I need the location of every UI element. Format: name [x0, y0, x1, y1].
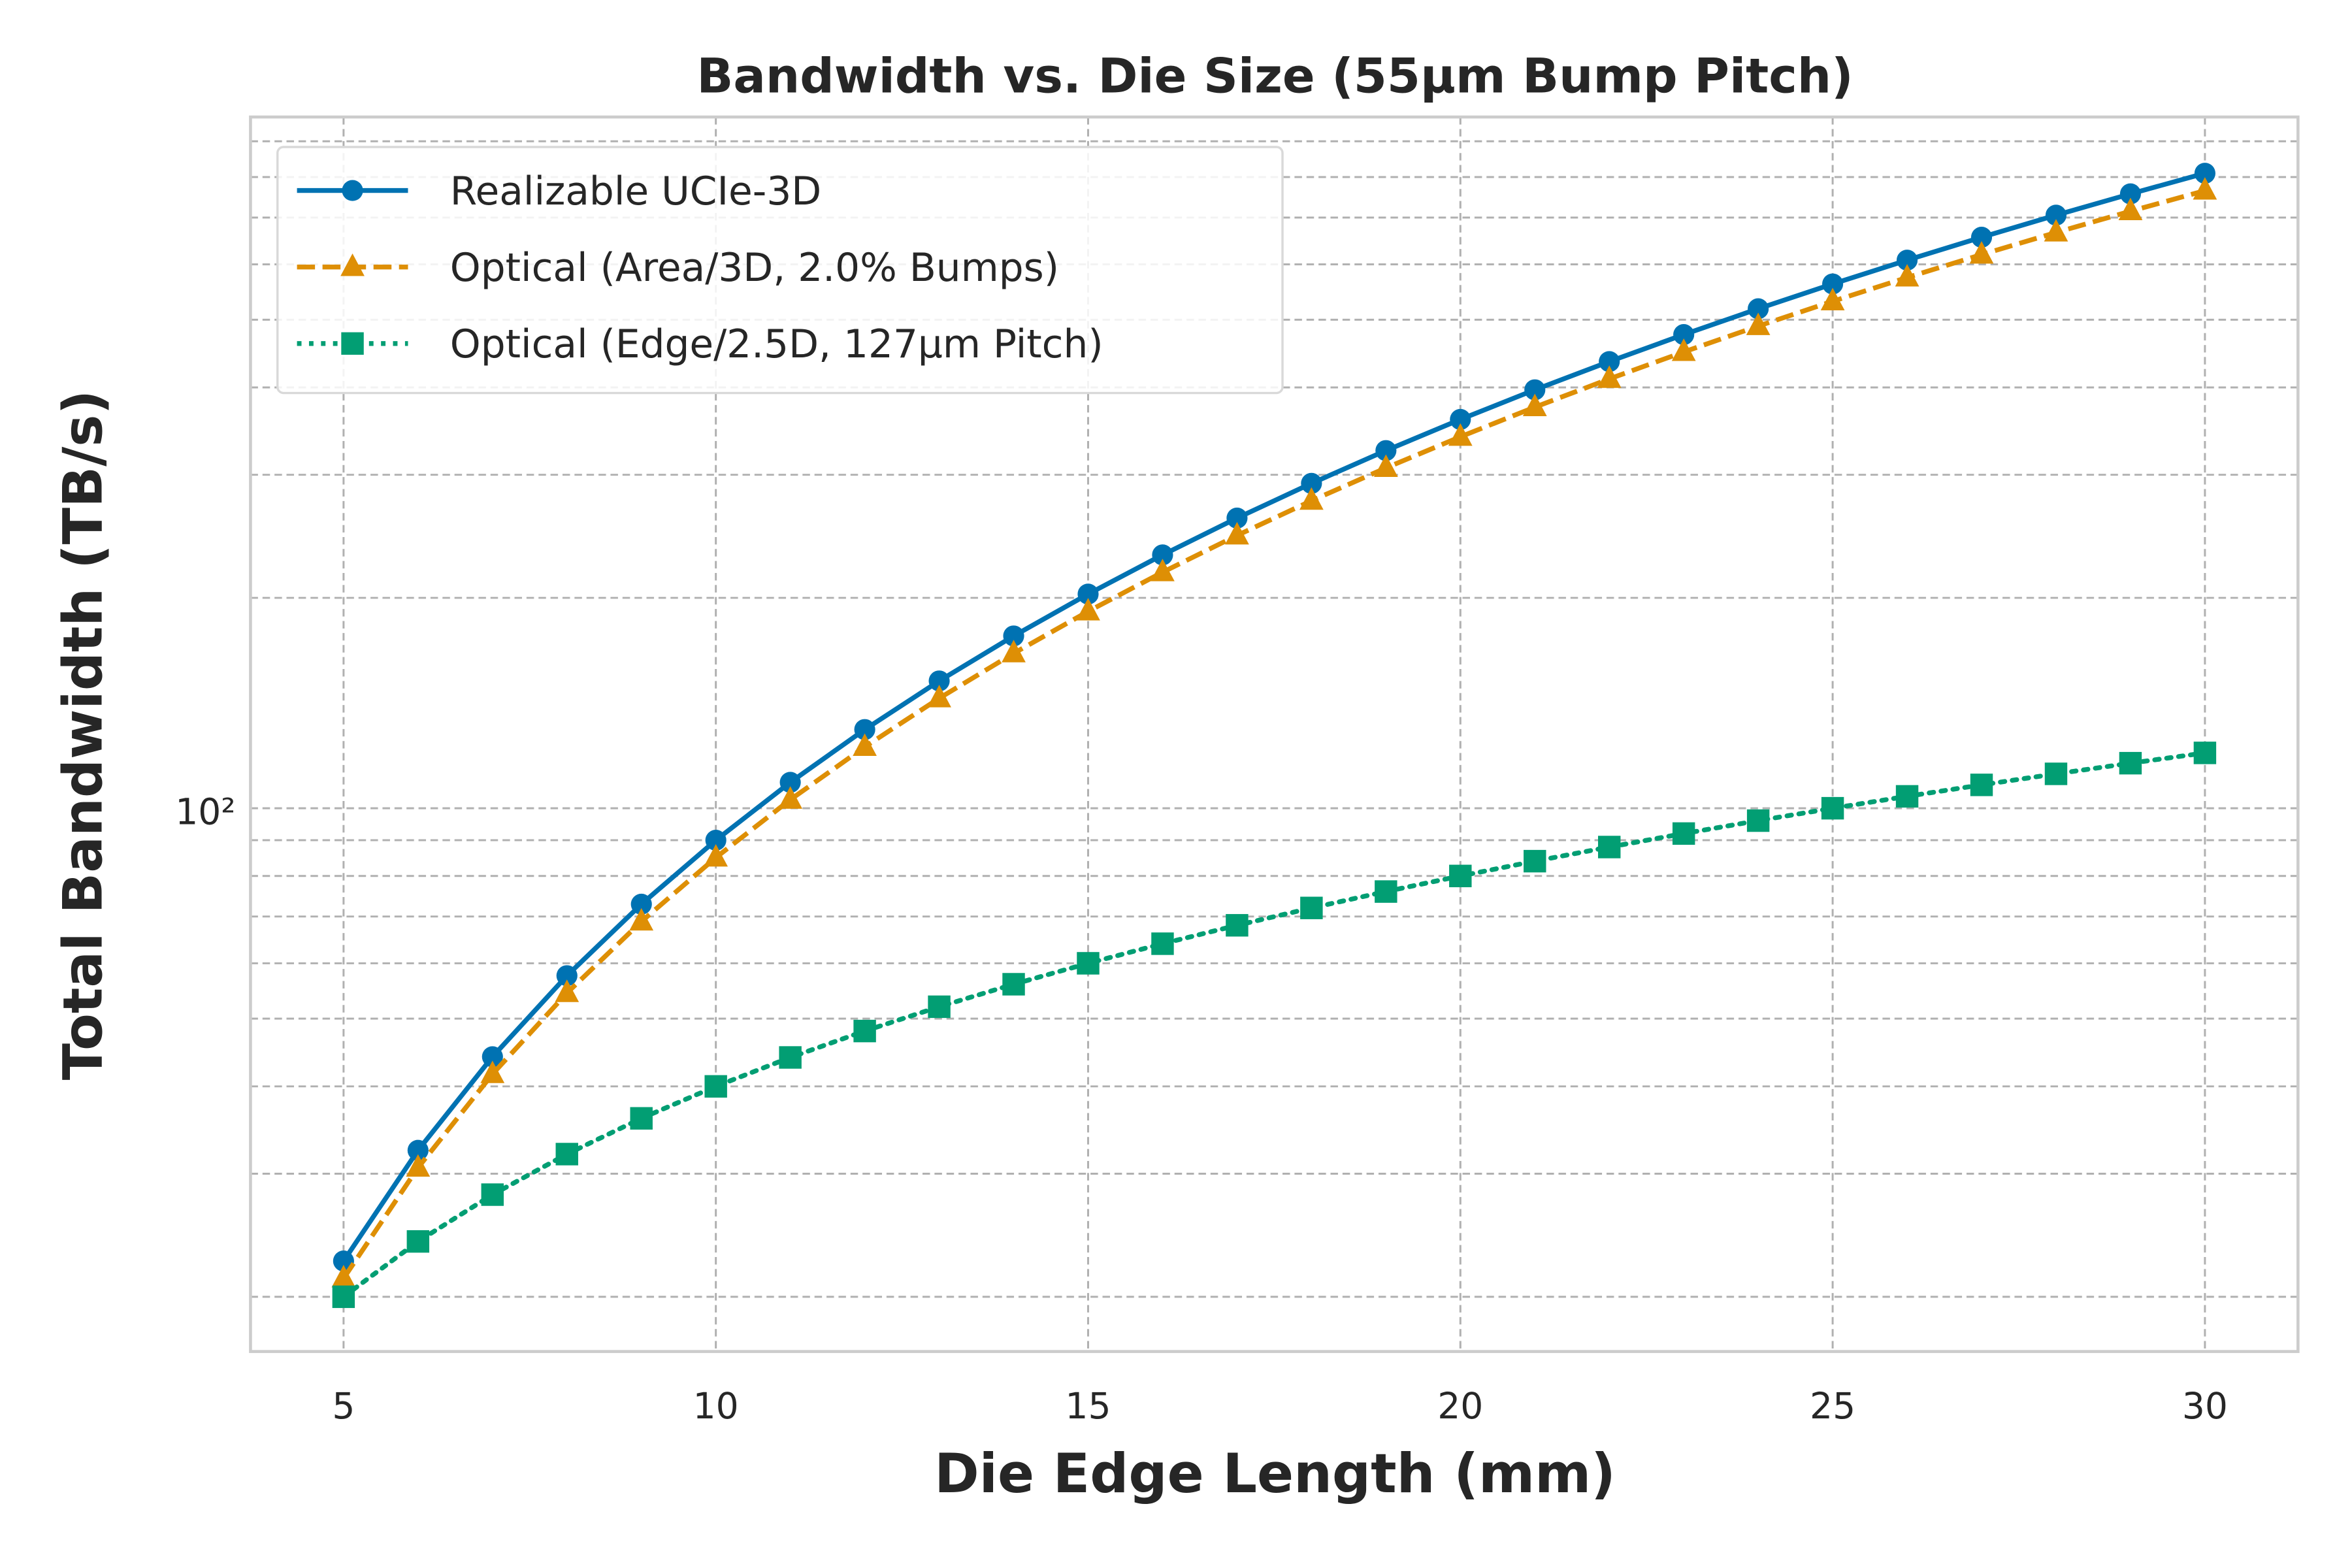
- data-point: [853, 1019, 876, 1043]
- data-point: [1077, 583, 1099, 605]
- data-point: [1448, 423, 1473, 446]
- data-point: [927, 685, 951, 708]
- data-point: [2118, 197, 2143, 221]
- data-point: [1449, 864, 1472, 887]
- data-point: [854, 719, 875, 740]
- data-point: [1599, 351, 1620, 372]
- data-point: [1077, 952, 1100, 975]
- data-point: [928, 670, 950, 692]
- data-point: [2193, 177, 2217, 200]
- legend-marker: [340, 253, 365, 276]
- x-axis-label: Die Edge Length (mm): [934, 1443, 1616, 1505]
- data-point: [331, 1265, 356, 1288]
- data-point: [556, 965, 578, 987]
- data-point: [1299, 487, 1324, 510]
- data-point: [1746, 809, 1770, 832]
- data-point: [1524, 849, 1546, 873]
- series-line: [341, 171, 2206, 1263]
- data-point: [1597, 836, 1621, 858]
- data-point: [630, 1107, 653, 1130]
- data-point: [1597, 365, 1622, 388]
- data-point: [332, 1285, 355, 1309]
- data-point: [2044, 219, 2068, 242]
- data-point: [629, 907, 654, 931]
- data-point: [2119, 183, 2142, 204]
- data-point: [1002, 640, 1026, 662]
- data-point: [555, 979, 580, 1002]
- chart-title: Bandwidth vs. Die Size (55µm Bump Pitch): [696, 49, 1853, 105]
- data-point: [2193, 742, 2217, 764]
- data-point: [1002, 973, 1025, 996]
- data-point: [705, 829, 727, 851]
- data-point: [1226, 914, 1249, 937]
- data-point: [704, 1075, 727, 1098]
- data-point: [1151, 559, 1175, 581]
- data-point: [1373, 454, 1398, 477]
- data-point: [778, 786, 803, 809]
- data-point: [1895, 264, 1919, 287]
- data-point: [1300, 896, 1323, 919]
- data-point: [2194, 163, 2215, 184]
- data-point: [406, 1154, 431, 1177]
- y-axis-label: Total Bandwidth (TB/s): [52, 390, 115, 1081]
- data-point: [1969, 241, 1994, 264]
- data-point: [480, 1060, 505, 1083]
- data-point: [1821, 796, 1844, 820]
- data-point: [1226, 507, 1248, 529]
- data-point: [482, 1046, 503, 1068]
- x-tick-label: 15: [1065, 1385, 1111, 1427]
- data-point: [2119, 751, 2142, 775]
- data-point: [1225, 521, 1249, 545]
- data-point: [1152, 544, 1173, 566]
- legend-label: Optical (Area/3D, 2.0% Bumps): [450, 246, 1059, 291]
- legend-marker: [341, 332, 364, 355]
- data-point: [1746, 312, 1771, 335]
- data-point: [2045, 204, 2067, 226]
- data-point: [1671, 338, 1696, 361]
- data-point: [1524, 379, 1546, 400]
- x-tick-label: 30: [2182, 1385, 2228, 1427]
- data-point: [1672, 822, 1695, 845]
- data-point: [1970, 227, 1993, 248]
- data-point: [1151, 932, 1174, 955]
- data-point: [1748, 298, 1769, 319]
- data-point: [1522, 393, 1547, 416]
- x-tick-label: 20: [1437, 1385, 1483, 1427]
- data-point: [1076, 598, 1100, 621]
- data-point: [1673, 324, 1695, 346]
- data-point: [2044, 762, 2068, 785]
- data-point: [1375, 440, 1397, 461]
- data-point: [407, 1139, 429, 1161]
- data-point: [1301, 472, 1322, 494]
- plot-frame: [249, 115, 2300, 1353]
- data-point: [779, 772, 801, 793]
- data-point: [779, 1046, 802, 1069]
- data-point: [1450, 408, 1471, 431]
- data-point: [555, 1143, 578, 1166]
- legend-box: [276, 146, 1284, 395]
- legend-label: Realizable UCIe-3D: [450, 169, 822, 214]
- data-point: [481, 1183, 504, 1206]
- x-tick-label: 10: [693, 1385, 739, 1427]
- data-point: [704, 843, 728, 867]
- y-tick-label: 10²: [175, 791, 235, 832]
- data-point: [1895, 785, 1919, 808]
- data-point: [1970, 774, 1993, 796]
- x-tick-label: 5: [332, 1385, 355, 1427]
- legend-label: Optical (Edge/2.5D, 127µm Pitch): [450, 322, 1103, 367]
- data-point: [630, 893, 652, 915]
- data-point: [1896, 250, 1918, 271]
- legend-marker: [342, 180, 363, 201]
- series-line: [341, 750, 2208, 1299]
- data-point: [1820, 287, 1845, 310]
- data-point: [928, 995, 951, 1019]
- data-point: [1822, 273, 1844, 295]
- data-point: [853, 733, 877, 756]
- data-point: [406, 1230, 430, 1253]
- data-point: [1375, 880, 1397, 903]
- x-tick-label: 25: [1810, 1385, 1855, 1427]
- data-point: [1003, 625, 1024, 647]
